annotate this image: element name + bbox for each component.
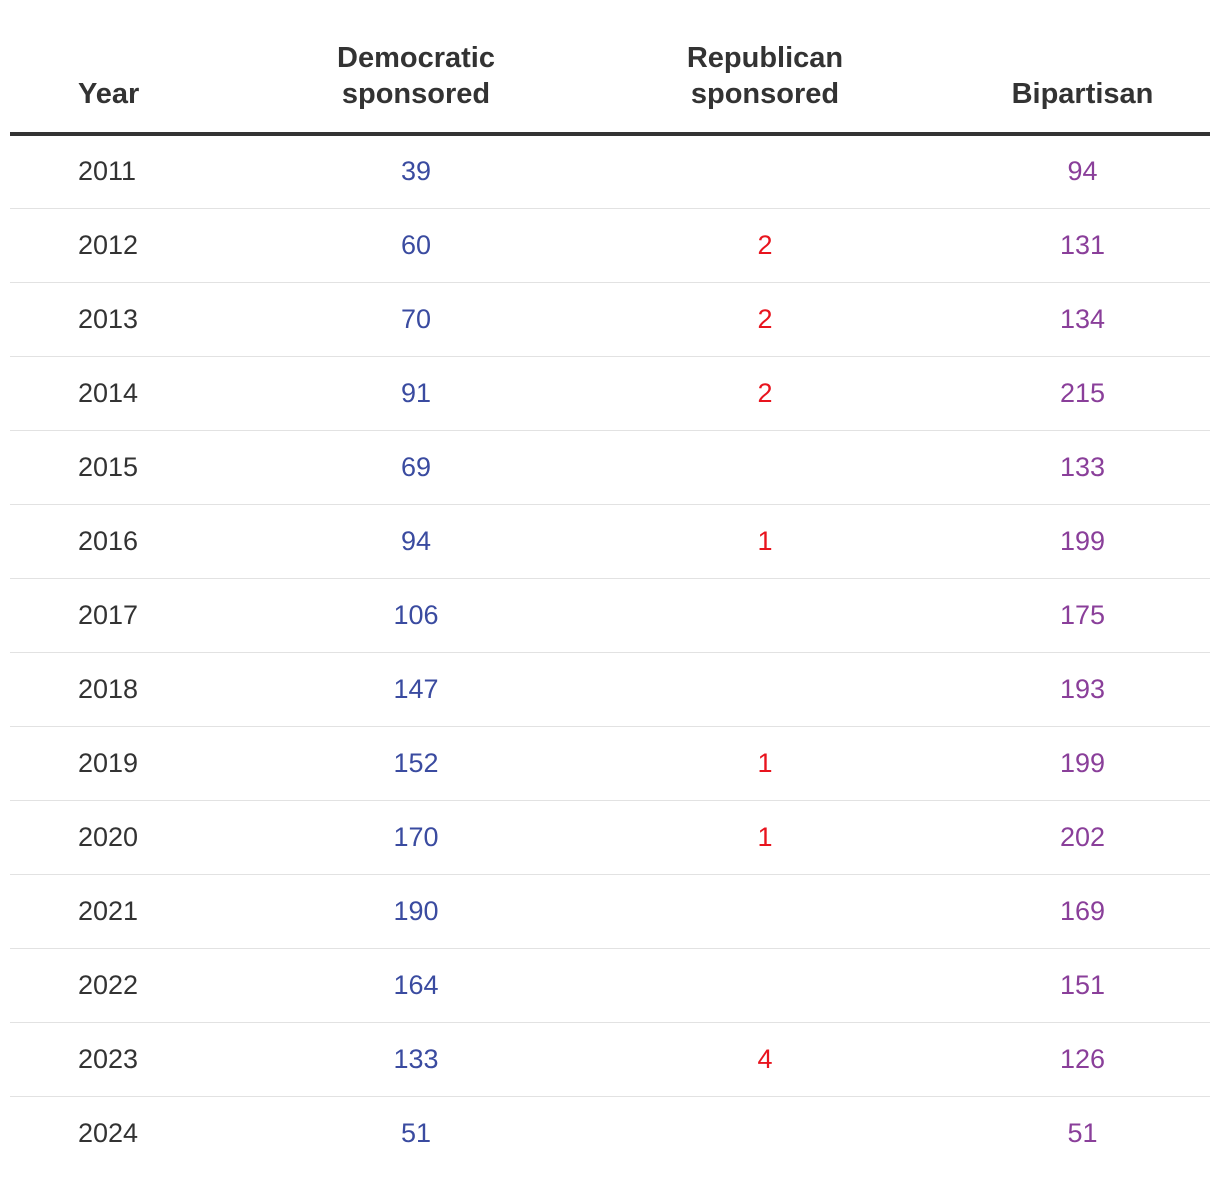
- democratic-cell: 94: [207, 504, 625, 579]
- republican-cell: 2: [625, 356, 905, 431]
- table-row: 2017 106 175: [10, 578, 1210, 653]
- header-republican-line-1: Republican: [686, 42, 844, 74]
- republican-cell: [625, 948, 905, 1023]
- democratic-cell: 60: [207, 208, 625, 283]
- header-year: Year: [10, 0, 207, 136]
- republican-cell: 2: [625, 208, 905, 283]
- republican-cell: 1: [625, 800, 905, 875]
- democratic-cell: 164: [207, 948, 625, 1023]
- bipartisan-cell: 199: [905, 726, 1210, 801]
- year-cell: 2015: [10, 430, 207, 505]
- bipartisan-cell: 175: [905, 578, 1210, 653]
- bipartisan-cell: 193: [905, 652, 1210, 727]
- header-bipartisan-line: Bipartisan: [1011, 78, 1154, 110]
- bipartisan-cell: 202: [905, 800, 1210, 875]
- table-row: 2020 170 1 202: [10, 800, 1210, 875]
- bipartisan-cell: 94: [905, 134, 1210, 209]
- table-row: 2019 152 1 199: [10, 726, 1210, 801]
- year-cell: 2020: [10, 800, 207, 875]
- democratic-cell: 39: [207, 134, 625, 209]
- table-row: 2011 39 94: [10, 134, 1210, 209]
- table-row: 2012 60 2 131: [10, 208, 1210, 283]
- year-cell: 2014: [10, 356, 207, 431]
- year-cell: 2023: [10, 1022, 207, 1097]
- republican-cell: [625, 134, 905, 209]
- table-row: 2014 91 2 215: [10, 356, 1210, 431]
- year-cell: 2017: [10, 578, 207, 653]
- table-row: 2022 164 151: [10, 948, 1210, 1023]
- bipartisan-cell: 199: [905, 504, 1210, 579]
- sponsorship-table: Year Democratic sponsored Republican spo…: [10, 0, 1210, 1170]
- democratic-cell: 147: [207, 652, 625, 727]
- sponsorship-table-container: Year Democratic sponsored Republican spo…: [10, 0, 1210, 1170]
- table-row: 2016 94 1 199: [10, 504, 1210, 579]
- header-year-line: Year: [78, 78, 140, 110]
- democratic-cell: 106: [207, 578, 625, 653]
- header-democratic-line-2: sponsored: [341, 78, 491, 110]
- year-cell: 2024: [78, 1117, 139, 1148]
- democratic-cell: 70: [207, 282, 625, 357]
- table-body: 2011 39 94 2012 60 2 131 2013 70 2 134 2014 91 2 215 20…: [10, 134, 1210, 1170]
- table-row: 2013 70 2 134: [10, 282, 1210, 357]
- year-cell: 2012: [10, 208, 207, 283]
- year-cell: 2013: [10, 282, 207, 357]
- republican-cell: [625, 578, 905, 653]
- bipartisan-cell: 131: [905, 208, 1210, 283]
- bipartisan-cell: 126: [905, 1022, 1210, 1097]
- header-democratic-line-1: Democratic: [337, 42, 495, 74]
- republican-cell: [625, 1096, 905, 1170]
- democratic-cell: 91: [207, 356, 625, 431]
- header-republican: Republican sponsored: [625, 0, 905, 136]
- table-row: 2015 69 133: [10, 430, 1210, 505]
- democratic-cell: 170: [207, 800, 625, 875]
- year-cell: 2021: [10, 874, 207, 949]
- republican-cell: 4: [625, 1022, 905, 1097]
- table-row: 2023 133 4 126: [10, 1022, 1210, 1097]
- header-democratic: Democratic sponsored: [207, 0, 625, 136]
- table-row: 2024 51 51: [10, 1096, 1210, 1170]
- republican-cell: 1: [625, 726, 905, 801]
- table-row: 2021 190 169: [10, 874, 1210, 949]
- table-row: 2018 147 193: [10, 652, 1210, 727]
- header-bipartisan: Bipartisan: [905, 0, 1210, 136]
- bipartisan-cell: 169: [905, 874, 1210, 949]
- bipartisan-cell: 133: [905, 430, 1210, 505]
- year-cell: 2018: [10, 652, 207, 727]
- header-row: Year Democratic sponsored Republican spo…: [10, 0, 1210, 136]
- republican-cell: 1: [625, 504, 905, 579]
- democratic-cell: 51: [400, 1117, 432, 1148]
- republican-cell: [625, 874, 905, 949]
- year-cell: 2011: [10, 134, 207, 209]
- year-cell: 2022: [10, 948, 207, 1023]
- bipartisan-cell: 215: [905, 356, 1210, 431]
- bipartisan-cell: 151: [905, 948, 1210, 1023]
- republican-cell: 2: [625, 282, 905, 357]
- republican-cell: [625, 430, 905, 505]
- bipartisan-cell: 51: [1067, 1117, 1098, 1148]
- year-cell: 2019: [10, 726, 207, 801]
- democratic-cell: 190: [207, 874, 625, 949]
- democratic-cell: 69: [207, 430, 625, 505]
- republican-cell: [625, 652, 905, 727]
- year-cell: 2016: [10, 504, 207, 579]
- bipartisan-cell: 134: [905, 282, 1210, 357]
- democratic-cell: 133: [207, 1022, 625, 1097]
- header-republican-line-2: sponsored: [690, 78, 840, 110]
- democratic-cell: 152: [207, 726, 625, 801]
